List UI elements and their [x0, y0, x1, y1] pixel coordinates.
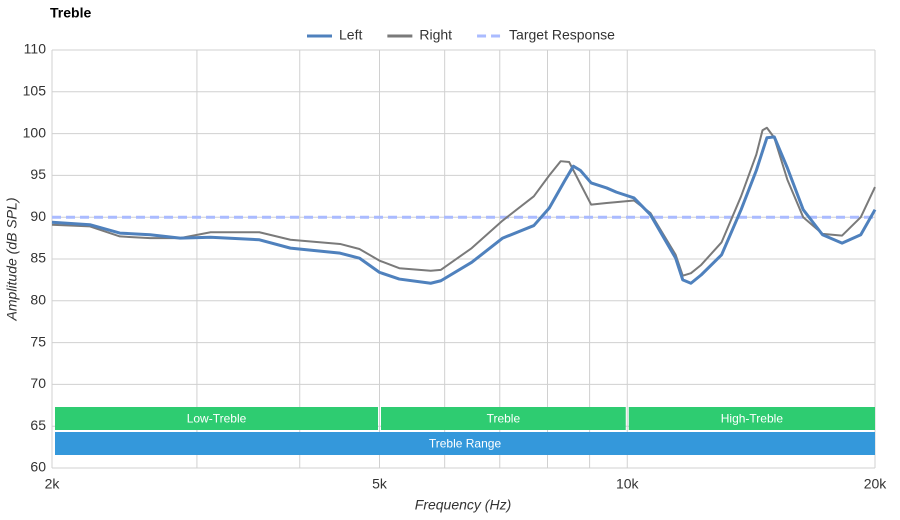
y-tick-label: 95: [30, 166, 46, 182]
legend-label: Right: [419, 27, 452, 43]
legend-label: Left: [339, 27, 362, 43]
legend-label: Target Response: [509, 27, 615, 43]
band-label: Low-Treble: [187, 412, 247, 426]
series-line: [51, 135, 877, 285]
x-tick-label: 5k: [372, 476, 388, 492]
y-tick-label: 60: [30, 459, 46, 475]
y-tick-label: 100: [23, 124, 47, 140]
y-tick-label: 70: [30, 375, 46, 391]
chart-title: Treble: [50, 5, 91, 21]
grid: 60 65 70 75 80 85 90 95 100 105 110 2k 5k 10k 20k: [23, 41, 888, 492]
series-line: [51, 126, 876, 277]
band: [628, 407, 875, 430]
x-axis-label: Frequency (Hz): [415, 497, 511, 513]
band: [55, 432, 875, 455]
y-tick-label: 75: [30, 333, 46, 349]
y-tick-label: 80: [30, 292, 46, 308]
band-label: Treble: [487, 412, 521, 426]
band: [381, 407, 626, 430]
x-tick-label: 20k: [864, 476, 888, 492]
y-tick-label: 90: [30, 208, 46, 224]
band: [55, 407, 379, 430]
band-label: High-Treble: [721, 412, 784, 426]
band-label: Treble Range: [429, 437, 502, 451]
y-tick-label: 110: [24, 41, 47, 57]
y-tick-label: 65: [30, 417, 46, 433]
x-tick-label: 10k: [616, 476, 640, 492]
y-axis-label: Amplitude (dB SPL): [4, 198, 20, 322]
x-tick-label: 2k: [45, 476, 61, 492]
legend: Left Right Target Response: [307, 27, 615, 43]
y-tick-label: 85: [30, 250, 46, 266]
y-tick-label: 105: [23, 83, 47, 99]
bands: Low-Treble Treble High-Treble Treble Range: [55, 407, 875, 455]
lines: [51, 126, 877, 285]
